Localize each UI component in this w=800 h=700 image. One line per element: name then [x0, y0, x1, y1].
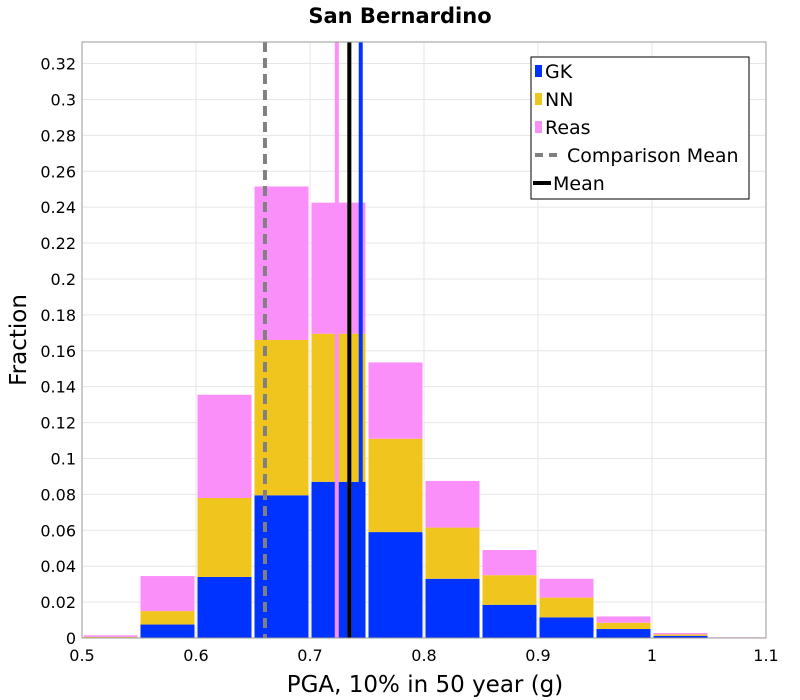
bar-gk-3: [254, 495, 309, 638]
y-tick-label-15: 0.3: [51, 90, 76, 109]
legend-swatch-1: [535, 93, 542, 105]
y-tick-labels: 0 0.02 0.04 0.06 0.08 0.1 0.12 0.14 0.16 0.18 0.2 0…: [40, 55, 76, 648]
bar-nn-9: [596, 622, 651, 630]
y-tick-label-10: 0.2: [51, 270, 76, 289]
y-tick-label-1: 0.02: [40, 593, 76, 612]
bar-reas-2: [197, 394, 252, 498]
y-tick-label-2: 0.04: [40, 557, 76, 576]
bar-gk-2: [197, 576, 252, 638]
bar-nn-8: [539, 597, 594, 618]
y-axis-label: Fraction: [6, 294, 32, 386]
mean-lines: [262, 42, 363, 638]
bar-reas-0: [83, 635, 138, 637]
y-tick-label-14: 0.28: [40, 126, 76, 145]
bar-reas-5: [368, 362, 423, 439]
bar-nn-1: [140, 611, 195, 625]
x-axis-label: PGA, 10% in 50 year (g): [287, 672, 564, 698]
y-tick-label-12: 0.24: [40, 198, 76, 217]
legend-label-2: Reas: [545, 117, 591, 139]
legend-box: [530, 56, 750, 200]
bar-gk-10: [653, 635, 708, 638]
bar-reas-1: [140, 576, 195, 612]
legend-label-0: GK: [545, 61, 573, 83]
chart-title: San Bernardino: [308, 4, 491, 28]
bar-reas-6: [425, 480, 480, 528]
y-tick-label-16: 0.32: [40, 55, 76, 74]
bar-nn-3: [254, 340, 309, 496]
x-tick-label-2: 0.7: [297, 646, 322, 665]
y-tick-label-7: 0.14: [40, 378, 76, 397]
x-tick-labels: 0.5 0.6 0.7 0.8 0.9 1 1.1: [69, 646, 778, 665]
bar-gk-5: [368, 532, 423, 638]
legend-swatch-2: [535, 121, 542, 133]
bar-reas-7: [482, 550, 537, 576]
bar-reas-10: [653, 632, 708, 635]
bar-nn-7: [482, 575, 537, 605]
x-tick-label-6: 1.1: [753, 646, 778, 665]
bar-gk-9: [596, 629, 651, 638]
bar-gk-7: [482, 604, 537, 638]
y-tick-label-6: 0.12: [40, 414, 76, 433]
x-tick-label-3: 0.8: [411, 646, 436, 665]
y-tick-label-11: 0.22: [40, 234, 76, 253]
bar-reas-3: [254, 186, 309, 340]
y-tick-label-5: 0.1: [51, 449, 76, 468]
y-tick-label-3: 0.06: [40, 521, 76, 540]
bar-nn-0: [83, 636, 138, 638]
bar-gk-1: [140, 624, 195, 638]
legend-label-1: NN: [545, 89, 573, 111]
x-tick-label-5: 1: [647, 646, 657, 665]
bar-nn-2: [197, 497, 252, 577]
x-tick-label-4: 0.9: [525, 646, 550, 665]
bar-nn-5: [368, 438, 423, 533]
legend-swatch-0: [535, 65, 542, 77]
legend-label-4: Mean: [553, 173, 605, 195]
bar-gk-6: [425, 578, 480, 638]
bar-nn-10: [653, 634, 708, 636]
bar-reas-9: [596, 616, 651, 623]
y-tick-label-0: 0: [66, 629, 76, 648]
y-tick-label-4: 0.08: [40, 485, 76, 504]
legend-label-3: Comparison Mean: [567, 145, 739, 167]
y-tick-label-9: 0.18: [40, 306, 76, 325]
plot-frame: [81, 41, 767, 639]
x-tick-label-1: 0.6: [183, 646, 208, 665]
y-tick-label-13: 0.26: [40, 162, 76, 181]
legend: GK NN Reas Comparison Mean Mean: [530, 56, 750, 200]
bar-nn-6: [425, 527, 480, 579]
bar-gk-8: [539, 617, 594, 638]
bar-reas-8: [539, 578, 594, 598]
y-tick-label-8: 0.16: [40, 342, 76, 361]
x-tick-label-0: 0.5: [69, 646, 94, 665]
